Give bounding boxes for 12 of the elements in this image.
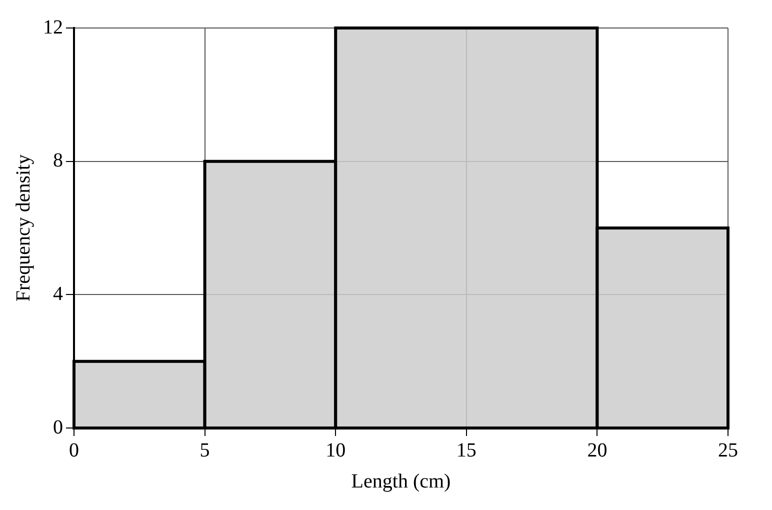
y-tick-label: 12 [43,16,63,38]
x-tick-label: 10 [326,439,346,462]
x-tick-label: 15 [456,439,476,462]
x-tick-label: 0 [69,439,79,462]
y-tick-label: 4 [53,282,63,305]
x-tick-label: 20 [587,439,608,462]
y-axis-title: Frequency density [12,154,34,302]
y-tick-label: 0 [53,416,63,438]
y-tick-label: 8 [53,150,63,172]
x-axis-title: Length (cm) [351,470,451,492]
x-tick-label: 25 [718,439,738,462]
x-tick-label: 5 [200,439,210,462]
